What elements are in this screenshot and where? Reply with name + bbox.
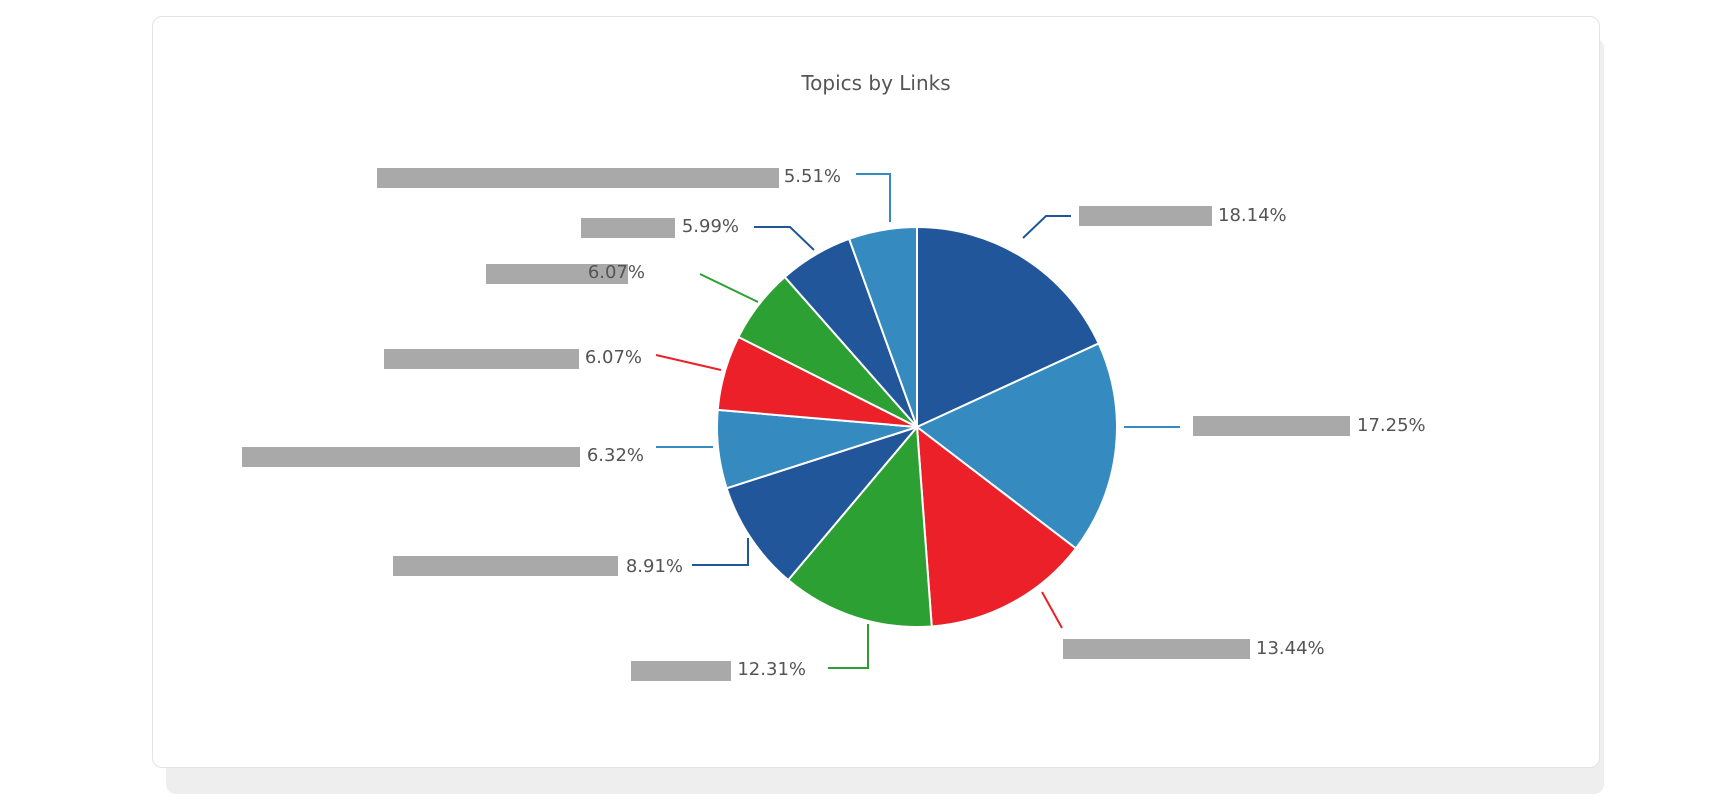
redacted-category-label bbox=[1193, 416, 1350, 436]
callouts-layer: 18.14% 17.25% 13.44% 12.31% 8.91% 6.32% 6.07% 6… bbox=[242, 166, 1426, 681]
leader-line bbox=[692, 538, 749, 566]
pie-slice[interactable] bbox=[915, 342, 1118, 550]
redacted-category-label bbox=[1079, 206, 1212, 226]
slice-percent-label: 5.51% bbox=[784, 166, 841, 187]
redacted-category-label bbox=[242, 447, 580, 467]
chart-title: Topics by Links bbox=[801, 71, 951, 95]
redacted-category-label bbox=[631, 661, 731, 681]
pie-slice[interactable] bbox=[915, 424, 1078, 628]
redacted-category-label bbox=[377, 168, 779, 188]
slice-percent-label: 13.44% bbox=[1256, 638, 1325, 659]
slice-percent-label: 6.32% bbox=[587, 445, 644, 466]
slice-percent-label: 17.25% bbox=[1357, 415, 1426, 436]
redacted-category-label bbox=[1063, 639, 1250, 659]
slice-percent-label: 18.14% bbox=[1218, 205, 1287, 226]
leader-line bbox=[856, 173, 891, 222]
redacted-category-label bbox=[393, 556, 618, 576]
redacted-category-label bbox=[486, 264, 628, 284]
pie-slice[interactable] bbox=[916, 225, 1101, 429]
slice-percent-label: 6.07% bbox=[585, 347, 642, 368]
pie-slice[interactable] bbox=[847, 225, 918, 428]
redacted-category-label bbox=[581, 218, 675, 238]
leader-line bbox=[1022, 215, 1071, 239]
slice-percent-label: 12.31% bbox=[737, 659, 806, 680]
slices-layer bbox=[716, 225, 1118, 628]
pie-slice[interactable] bbox=[725, 424, 921, 582]
leader-line bbox=[655, 354, 722, 371]
leader-line bbox=[699, 273, 759, 303]
slice-percent-label: 5.99% bbox=[682, 216, 739, 237]
pie-slice[interactable] bbox=[786, 424, 933, 628]
leader-line bbox=[1041, 591, 1063, 629]
slice-percent-label: 8.91% bbox=[626, 556, 683, 577]
redacted-category-label bbox=[384, 349, 579, 369]
slice-percent-label: 6.07% bbox=[588, 262, 645, 283]
leader-line bbox=[754, 226, 815, 251]
leader-line bbox=[828, 624, 869, 669]
